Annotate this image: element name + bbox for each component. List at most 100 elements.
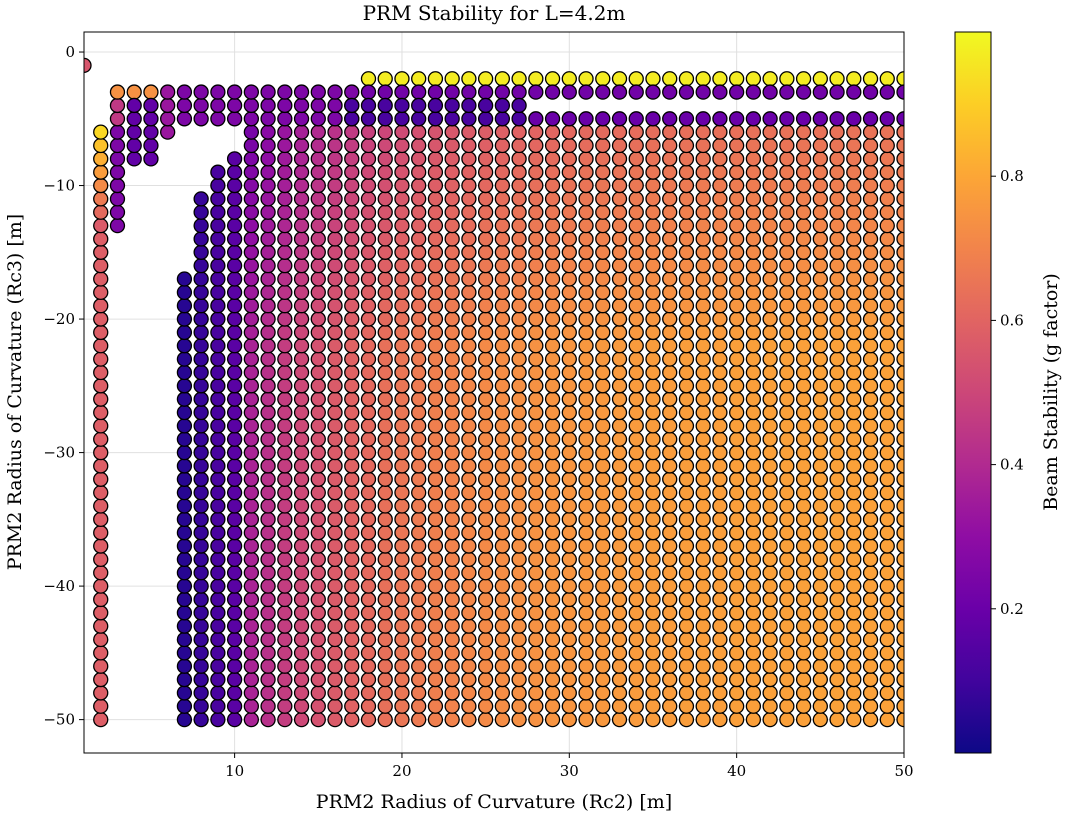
data-point	[427, 84, 444, 100]
data-point	[210, 391, 226, 407]
data-point	[344, 484, 360, 501]
data-point	[712, 338, 728, 354]
data-point	[645, 124, 661, 140]
data-point	[494, 111, 511, 127]
data-point	[879, 698, 895, 714]
data-point	[327, 404, 343, 421]
data-point	[896, 551, 904, 568]
data-point	[243, 378, 260, 394]
data-point	[862, 484, 879, 501]
data-point	[561, 364, 577, 381]
data-point	[293, 351, 310, 367]
data-point	[729, 217, 745, 234]
data-point	[695, 711, 711, 728]
data-point	[277, 631, 293, 648]
x-tick-label: 10	[225, 762, 244, 780]
data-point	[561, 217, 577, 234]
data-point	[578, 658, 594, 674]
data-point	[779, 204, 795, 220]
data-point	[210, 698, 226, 714]
data-point	[595, 177, 611, 194]
data-point	[762, 698, 778, 714]
data-point	[310, 271, 326, 287]
data-point	[310, 605, 326, 621]
data-point	[210, 444, 226, 461]
data-point	[846, 658, 862, 674]
data-point	[712, 711, 728, 728]
data-point	[511, 217, 527, 234]
data-point	[494, 324, 511, 341]
data-point	[243, 685, 260, 701]
data-point	[477, 698, 494, 714]
data-point	[461, 698, 477, 714]
data-point	[511, 591, 527, 608]
data-point	[93, 471, 109, 487]
data-point	[494, 244, 511, 260]
data-point	[595, 271, 611, 287]
data-point	[377, 404, 393, 421]
data-point	[511, 511, 527, 527]
data-point	[494, 618, 511, 634]
data-point	[662, 244, 678, 260]
data-point	[595, 711, 611, 728]
data-point	[896, 271, 904, 287]
data-point	[662, 364, 678, 381]
data-point	[879, 458, 895, 474]
data-point	[444, 271, 460, 287]
data-point	[260, 391, 276, 407]
data-point	[494, 498, 511, 514]
data-point	[795, 671, 812, 688]
data-point	[645, 217, 661, 234]
data-point	[411, 591, 427, 608]
data-point	[176, 551, 193, 568]
data-point	[226, 711, 243, 728]
data-point	[310, 298, 326, 314]
data-point	[829, 71, 845, 87]
data-point	[695, 591, 711, 608]
data-point	[862, 711, 879, 728]
data-point	[477, 525, 494, 541]
data-point	[829, 298, 845, 314]
data-point	[578, 565, 594, 581]
data-point	[544, 244, 561, 260]
data-point	[611, 137, 628, 154]
data-point	[477, 137, 494, 154]
data-point	[879, 351, 895, 367]
data-point	[595, 338, 611, 354]
data-point	[695, 284, 711, 301]
data-point	[695, 164, 711, 180]
data-point	[260, 471, 276, 487]
data-point	[712, 231, 728, 247]
data-point	[494, 658, 511, 674]
data-point	[93, 565, 109, 581]
data-point	[795, 284, 812, 301]
data-point	[695, 258, 711, 274]
data-point	[411, 244, 427, 260]
data-point	[243, 711, 260, 728]
data-point	[260, 605, 276, 621]
data-point	[310, 111, 326, 127]
data-point	[729, 658, 745, 674]
data-point	[226, 177, 243, 194]
data-point	[176, 404, 193, 421]
data-point	[795, 471, 812, 487]
data-point	[394, 605, 410, 621]
data-point	[243, 631, 260, 648]
data-point	[762, 111, 778, 127]
data-point	[896, 631, 904, 648]
data-point	[293, 631, 310, 648]
data-point	[695, 645, 711, 661]
data-point	[377, 698, 393, 714]
data-point	[662, 151, 678, 167]
data-point	[695, 151, 711, 167]
data-point	[360, 151, 377, 167]
data-point	[779, 418, 795, 434]
data-point	[427, 498, 444, 514]
data-point	[662, 551, 678, 568]
data-point	[394, 404, 410, 421]
data-point	[695, 204, 711, 220]
data-point	[795, 191, 812, 207]
data-point	[277, 177, 293, 194]
data-point	[176, 364, 193, 381]
data-point	[628, 111, 644, 127]
